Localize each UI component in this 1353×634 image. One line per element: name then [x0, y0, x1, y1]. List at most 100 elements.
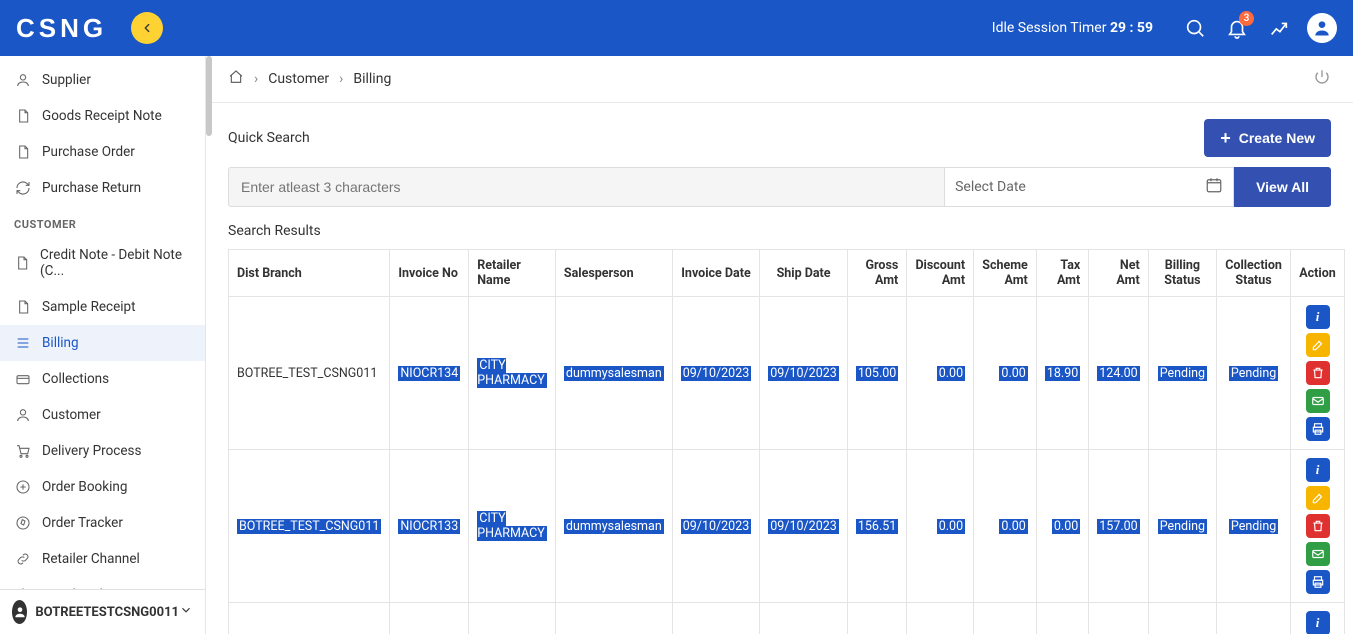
cell: Pending: [1217, 297, 1291, 450]
cell: 09/10/2023: [760, 603, 848, 634]
cell: 105.00: [847, 297, 907, 450]
cell: Pending: [1217, 450, 1291, 603]
user-menu-button[interactable]: [1307, 13, 1337, 43]
link-icon: [14, 551, 32, 567]
cell: 156.51: [847, 450, 907, 603]
column-header[interactable]: Retailer Name: [469, 250, 556, 297]
sidebar-item-supplier[interactable]: Supplier: [0, 62, 205, 98]
cell: Pending: [1217, 603, 1291, 634]
create-new-button[interactable]: + Create New: [1204, 119, 1331, 157]
sidebar-item-purchase-return[interactable]: Purchase Return: [0, 170, 205, 206]
brand-logo: CSNG: [16, 13, 107, 44]
sidebar-item-label: Billing: [42, 335, 79, 351]
sidebar-item-label: Credit Note - Debit Note (C...: [40, 247, 191, 279]
cell: 0.00: [974, 297, 1037, 450]
table-row[interactable]: BOTREE_TEST_CSNG011NIOCR132Test Retailer…: [229, 603, 1345, 634]
sidebar-item-delivery-process[interactable]: Delivery Process: [0, 433, 205, 469]
date-picker[interactable]: Select Date: [944, 167, 1234, 207]
sidebar-item-collections[interactable]: Collections: [0, 361, 205, 397]
action-mail-button[interactable]: [1306, 389, 1330, 413]
action-info-button[interactable]: i: [1306, 305, 1330, 329]
column-header[interactable]: Net Amt: [1089, 250, 1148, 297]
column-header[interactable]: Discount Amt: [907, 250, 974, 297]
home-icon[interactable]: [228, 69, 244, 89]
file-icon: [14, 108, 32, 124]
cell: Delivered: [1148, 603, 1216, 634]
cell: 09/10/2023: [672, 297, 760, 450]
power-button[interactable]: [1313, 68, 1331, 90]
user-avatar-icon: [12, 600, 27, 624]
action-edit-button[interactable]: [1306, 486, 1330, 510]
sidebar-collapse-button[interactable]: [131, 12, 163, 44]
sidebar-item-label: Order Booking: [42, 479, 127, 495]
date-placeholder: Select Date: [955, 179, 1026, 195]
action-print-button[interactable]: [1306, 570, 1330, 594]
quick-search-label: Quick Search: [228, 130, 310, 146]
sidebar-user-switcher[interactable]: BOTREETESTCSNG0011: [0, 589, 205, 634]
user-icon: [1312, 18, 1332, 38]
sidebar-user-label: BOTREETESTCSNG0011: [35, 605, 179, 620]
cell: dummysalesman: [555, 450, 672, 603]
cell: 0.00: [974, 450, 1037, 603]
cell: NIOCR134: [390, 297, 469, 450]
column-header[interactable]: Collection Status: [1217, 250, 1291, 297]
action-info-button[interactable]: i: [1306, 611, 1330, 634]
column-header[interactable]: Dist Branch: [229, 250, 390, 297]
cell: dummysalesman: [555, 297, 672, 450]
quick-search-input[interactable]: [228, 167, 944, 207]
action-info-button[interactable]: i: [1306, 458, 1330, 482]
sidebar-item-retailer-channel[interactable]: Retailer Channel: [0, 541, 205, 577]
sidebar-item-purchase-order[interactable]: Purchase Order: [0, 134, 205, 170]
notifications-button[interactable]: 3: [1219, 10, 1255, 46]
cell: 09/10/2023: [760, 297, 848, 450]
sidebar-item-order-booking[interactable]: Order Booking: [0, 469, 205, 505]
column-header[interactable]: Salesperson: [555, 250, 672, 297]
cell: BOTREE_TEST_CSNG011: [229, 603, 390, 634]
cell: 157.00: [1089, 450, 1148, 603]
plus-icon: +: [1220, 129, 1231, 147]
sidebar-item-customer[interactable]: Customer: [0, 397, 205, 433]
analytics-button[interactable]: [1261, 10, 1297, 46]
create-new-label: Create New: [1239, 130, 1315, 146]
sidebar-item-label: Delivery Process: [42, 443, 141, 459]
sidebar-item-sample-receipt[interactable]: Sample Receipt: [0, 289, 205, 325]
action-edit-button[interactable]: [1306, 333, 1330, 357]
scrollbar-indicator[interactable]: [206, 56, 212, 136]
sidebar-item-goods-receipt-note[interactable]: Goods Receipt Note: [0, 98, 205, 134]
action-del-button[interactable]: [1306, 514, 1330, 538]
sidebar-item-order-tracker[interactable]: Order Tracker: [0, 505, 205, 541]
table-row[interactable]: BOTREE_TEST_CSNG011NIOCR133CITY PHARMACY…: [229, 450, 1345, 603]
cell: BOTREE_TEST_CSNG011: [229, 450, 390, 603]
file-icon: [14, 144, 32, 160]
file-icon: [14, 255, 30, 271]
column-header[interactable]: Ship Date: [760, 250, 848, 297]
cell: CITY PHARMACY: [469, 297, 556, 450]
sidebar-item-label: Collections: [42, 371, 109, 387]
cell: Pending: [1148, 450, 1216, 603]
sidebar-item-credit-note-debit-note-c-[interactable]: Credit Note - Debit Note (C...: [0, 237, 205, 289]
cell: CITY PHARMACY: [469, 450, 556, 603]
column-header[interactable]: Billing Status: [1148, 250, 1216, 297]
breadcrumb-separator: ›: [339, 71, 343, 87]
action-cell: i: [1291, 297, 1345, 450]
column-header[interactable]: Tax Amt: [1036, 250, 1088, 297]
action-mail-button[interactable]: [1306, 542, 1330, 566]
column-header[interactable]: Action: [1291, 250, 1345, 297]
sidebar-item-retailer-class[interactable]: Retailer Class: [0, 577, 205, 589]
sidebar-item-label: Customer: [42, 407, 101, 423]
breadcrumb-customer[interactable]: Customer: [268, 71, 329, 87]
cell: 0.00: [907, 450, 974, 603]
table-row[interactable]: BOTREE_TEST_CSNG011NIOCR134CITY PHARMACY…: [229, 297, 1345, 450]
search-button[interactable]: [1177, 10, 1213, 46]
column-header[interactable]: Scheme Amt: [974, 250, 1037, 297]
cell: 18.90: [1036, 297, 1088, 450]
action-print-button[interactable]: [1306, 417, 1330, 441]
column-header[interactable]: Invoice Date: [672, 250, 760, 297]
column-header[interactable]: Invoice No: [390, 250, 469, 297]
cell: Test Retailer: [469, 603, 556, 634]
view-all-button[interactable]: View All: [1234, 167, 1331, 207]
breadcrumb-separator: ›: [254, 71, 258, 87]
column-header[interactable]: Gross Amt: [847, 250, 907, 297]
action-del-button[interactable]: [1306, 361, 1330, 385]
sidebar-item-billing[interactable]: Billing: [0, 325, 205, 361]
